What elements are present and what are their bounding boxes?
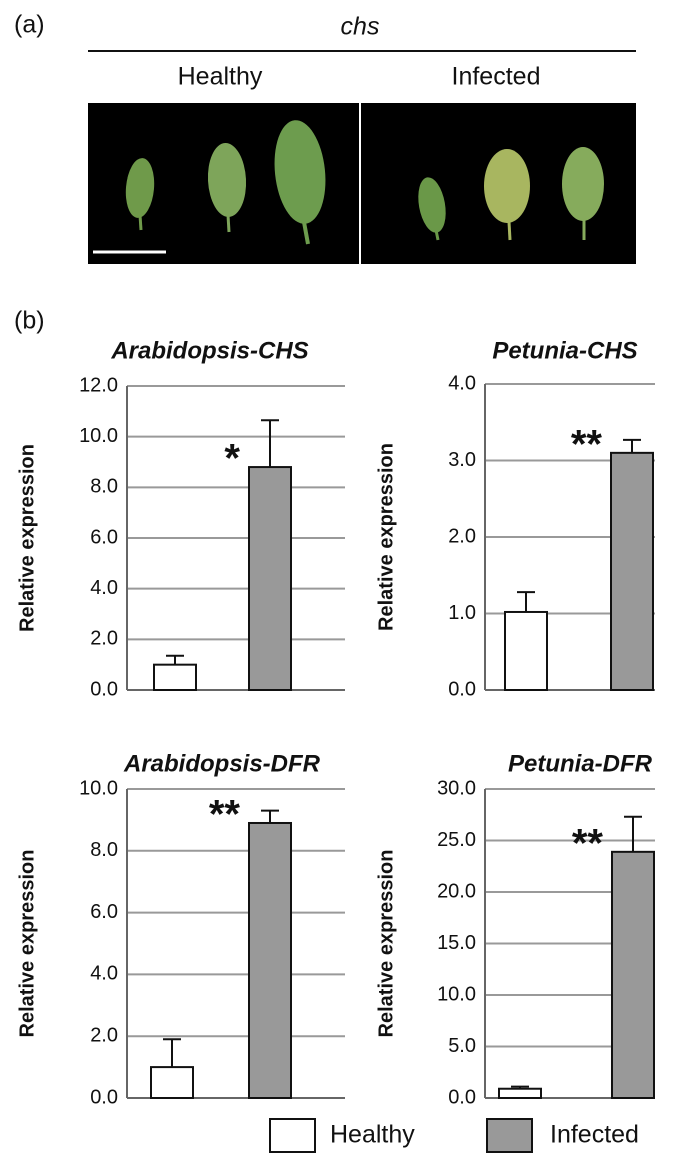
y-tick-label: 8.0 bbox=[90, 476, 118, 498]
y-tick-label: 10.0 bbox=[437, 983, 476, 1005]
y-tick-label: 2.0 bbox=[448, 525, 476, 547]
y-axis-label: Relative expression bbox=[16, 444, 38, 632]
y-tick-label: 0.0 bbox=[448, 1086, 476, 1108]
y-tick-label: 5.0 bbox=[448, 1035, 476, 1057]
y-tick-label: 20.0 bbox=[437, 880, 476, 902]
y-tick-label: 8.0 bbox=[90, 839, 118, 861]
y-tick-label: 4.0 bbox=[448, 372, 476, 394]
bar bbox=[150, 1066, 194, 1099]
y-tick-label: 10.0 bbox=[79, 777, 118, 799]
y-tick-label: 0.0 bbox=[90, 1086, 118, 1108]
bar bbox=[248, 821, 292, 1099]
y-tick-label: 4.0 bbox=[90, 577, 118, 599]
significance-mark: * bbox=[224, 437, 240, 481]
bar bbox=[248, 466, 292, 692]
y-tick-label: 30.0 bbox=[437, 777, 476, 799]
y-tick-label: 0.0 bbox=[448, 678, 476, 700]
y-tick-label: 1.0 bbox=[448, 602, 476, 624]
y-tick-label: 2.0 bbox=[90, 628, 118, 650]
y-tick-label: 3.0 bbox=[448, 449, 476, 471]
condition-label: Infected bbox=[452, 63, 541, 91]
significance-mark: ** bbox=[572, 821, 604, 865]
panel-label: (b) bbox=[14, 307, 45, 335]
bar bbox=[153, 663, 197, 692]
significance-mark: ** bbox=[571, 422, 603, 466]
chart-title: Arabidopsis-CHS bbox=[110, 337, 308, 364]
chart-title: Petunia-CHS bbox=[492, 337, 637, 364]
y-tick-label: 25.0 bbox=[437, 829, 476, 851]
leaf-photo bbox=[88, 103, 636, 264]
y-tick-label: 6.0 bbox=[90, 526, 118, 548]
legend-label: Infected bbox=[550, 1121, 639, 1149]
bar bbox=[504, 610, 548, 691]
y-tick-label: 12.0 bbox=[79, 374, 118, 396]
legend-swatch bbox=[269, 1118, 316, 1153]
y-tick-label: 0.0 bbox=[90, 678, 118, 700]
bar bbox=[610, 451, 654, 691]
y-tick-label: 4.0 bbox=[90, 963, 118, 985]
y-tick-label: 10.0 bbox=[79, 425, 118, 447]
y-tick-label: 2.0 bbox=[90, 1024, 118, 1046]
legend-label: Healthy bbox=[330, 1121, 415, 1149]
legend-swatch bbox=[486, 1118, 533, 1153]
significance-mark: ** bbox=[209, 793, 241, 837]
bar bbox=[498, 1087, 542, 1099]
genotype-label: chs bbox=[341, 13, 380, 41]
chart-title: Arabidopsis-DFR bbox=[123, 750, 321, 777]
bar bbox=[611, 850, 655, 1100]
y-axis-label: Relative expression bbox=[375, 443, 397, 631]
y-tick-label: 15.0 bbox=[437, 932, 476, 954]
panel-label: (a) bbox=[14, 11, 45, 39]
y-tick-label: 6.0 bbox=[90, 901, 118, 923]
condition-label: Healthy bbox=[178, 63, 263, 91]
y-axis-label: Relative expression bbox=[375, 850, 397, 1038]
y-axis-label: Relative expression bbox=[16, 850, 38, 1038]
chart-title: Petunia-DFR bbox=[508, 750, 653, 777]
